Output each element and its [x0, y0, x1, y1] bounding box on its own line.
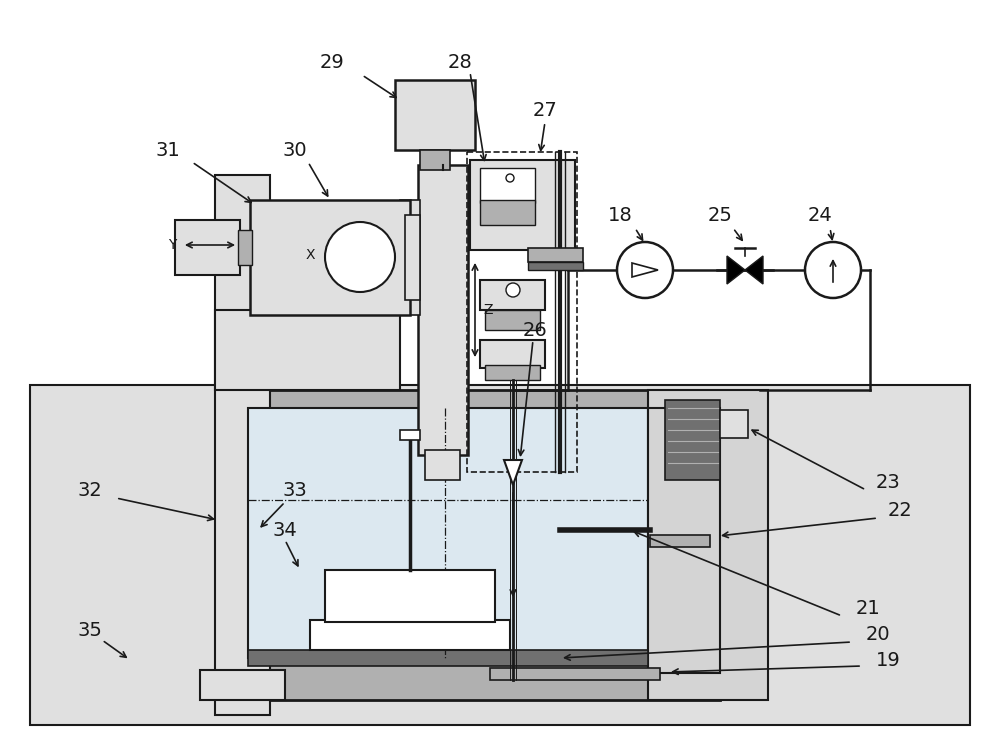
Bar	[425, 450, 460, 480]
Bar	[490, 668, 660, 680]
Text: 20: 20	[866, 626, 890, 645]
Bar	[467, 152, 577, 472]
Bar	[238, 230, 252, 265]
Bar	[30, 385, 970, 725]
Bar	[480, 200, 535, 225]
Text: 24: 24	[808, 206, 832, 225]
Bar	[528, 262, 583, 270]
Text: 28: 28	[448, 53, 472, 71]
Circle shape	[506, 283, 520, 297]
Bar	[215, 310, 400, 390]
Bar	[200, 670, 285, 700]
Bar	[648, 408, 720, 673]
Text: Z: Z	[483, 303, 493, 317]
Text: 21: 21	[856, 599, 880, 617]
Bar	[480, 280, 545, 310]
Bar	[665, 400, 720, 480]
Text: 30: 30	[283, 140, 307, 160]
Text: 32: 32	[78, 481, 102, 499]
Text: 33: 33	[283, 481, 307, 499]
Text: 34: 34	[273, 520, 297, 539]
Text: 25: 25	[708, 206, 732, 225]
Bar	[175, 220, 240, 275]
Bar	[720, 410, 748, 438]
Bar	[215, 175, 270, 715]
Bar	[485, 310, 540, 330]
Bar	[420, 150, 450, 170]
Bar	[325, 570, 495, 622]
Text: 23: 23	[876, 473, 900, 491]
Text: 26: 26	[523, 321, 547, 340]
Bar	[250, 200, 410, 315]
Text: X: X	[305, 248, 315, 262]
Text: 18: 18	[608, 206, 632, 225]
Bar	[400, 430, 420, 440]
Circle shape	[617, 242, 673, 298]
Bar	[528, 248, 583, 262]
Bar	[485, 365, 540, 380]
Bar	[480, 340, 545, 368]
Circle shape	[805, 242, 861, 298]
Polygon shape	[745, 256, 763, 284]
Text: 27: 27	[533, 100, 557, 119]
Bar	[395, 80, 475, 150]
Bar	[400, 200, 420, 315]
Bar	[480, 168, 535, 203]
Text: 35: 35	[78, 620, 102, 640]
Text: 22: 22	[888, 501, 912, 519]
Text: 31: 31	[156, 140, 180, 160]
Circle shape	[325, 222, 395, 292]
Polygon shape	[504, 460, 522, 485]
Text: 29: 29	[320, 53, 344, 71]
Bar	[310, 620, 510, 650]
Bar	[648, 390, 768, 700]
Bar	[405, 215, 420, 300]
Polygon shape	[727, 256, 745, 284]
Circle shape	[506, 174, 514, 182]
Text: Y: Y	[168, 238, 176, 252]
Text: 19: 19	[876, 651, 900, 669]
Bar	[418, 165, 468, 455]
Bar	[248, 408, 648, 658]
Bar	[470, 160, 575, 250]
Bar	[248, 650, 648, 666]
Bar	[650, 535, 710, 547]
Bar	[230, 390, 720, 700]
